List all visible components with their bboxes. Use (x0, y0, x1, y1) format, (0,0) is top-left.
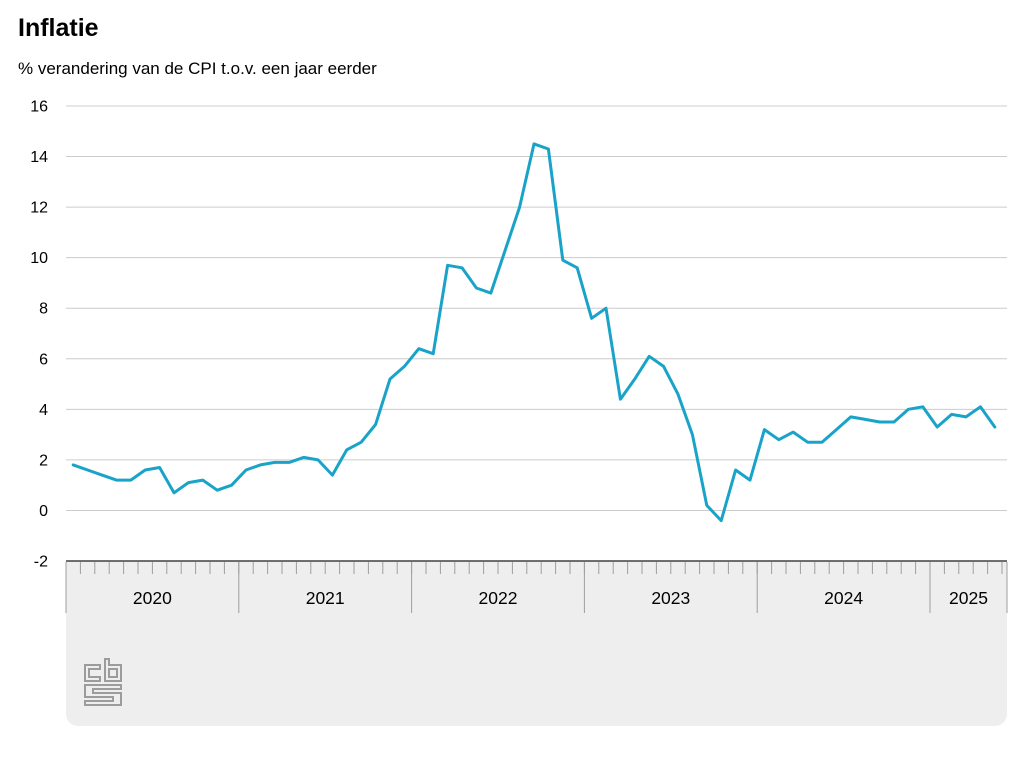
cbs-logo-icon (84, 658, 122, 706)
y-axis-label: 12 (30, 200, 48, 217)
y-axis-label: 10 (30, 250, 48, 267)
year-label: 2022 (479, 588, 518, 608)
year-label: 2025 (949, 588, 988, 608)
year-label: 2023 (651, 588, 690, 608)
year-label: 2020 (133, 588, 172, 608)
y-axis-label: 16 (30, 99, 48, 116)
chart-title: Inflatie (18, 14, 99, 42)
y-axis-label: 0 (39, 503, 48, 520)
y-axis-label: 2 (39, 452, 48, 469)
chart-subtitle: % verandering van de CPI t.o.v. een jaar… (18, 59, 377, 78)
y-axis-label: 4 (39, 402, 48, 419)
year-label: 2021 (306, 588, 345, 608)
inflation-line (71, 142, 997, 523)
y-axis-label: 14 (30, 149, 48, 166)
cbs-logo-s (84, 684, 122, 706)
y-axis-label: 6 (39, 351, 48, 368)
y-axis-label: -2 (34, 554, 48, 571)
year-label: 2024 (824, 588, 863, 608)
y-axis-label: 8 (39, 301, 48, 318)
cbs-logo-c (84, 664, 101, 682)
x-axis-band (66, 561, 1007, 726)
cbs-logo-b (104, 658, 122, 682)
